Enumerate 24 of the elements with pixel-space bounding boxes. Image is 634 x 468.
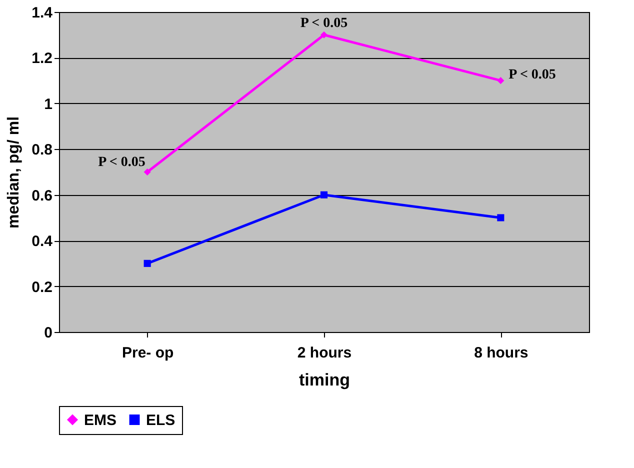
y-tick-label: 0.8 — [32, 142, 52, 159]
annotation: P < 0.05 — [98, 155, 146, 170]
annotation: P < 0.05 — [300, 16, 348, 31]
x-tick-label: 8 hours — [474, 344, 528, 362]
legend-label: EMS — [84, 412, 117, 429]
annotation: P < 0.05 — [508, 68, 556, 83]
y-tick-label: 1 — [44, 96, 52, 113]
point — [497, 77, 504, 84]
legend-label: ELS — [146, 412, 176, 429]
point — [144, 168, 151, 176]
x-axis-title: timing — [299, 370, 350, 390]
point — [320, 191, 328, 198]
x-tick-label: Pre- op — [122, 344, 174, 362]
y-tick-label: 1.4 — [32, 4, 54, 22]
y-tick-label: 0.2 — [32, 278, 52, 296]
y-tick-label: 0.6 — [32, 187, 52, 204]
point — [144, 260, 151, 267]
point — [497, 214, 504, 222]
y-tick-label: 1.2 — [32, 50, 52, 68]
y-tick-label: 0 — [44, 324, 52, 342]
y-tick-label: 0.4 — [32, 233, 54, 250]
x-tick-label: 2 hours — [297, 344, 352, 362]
y-axis-title: median, pg/ ml — [6, 116, 23, 229]
point — [320, 31, 328, 38]
